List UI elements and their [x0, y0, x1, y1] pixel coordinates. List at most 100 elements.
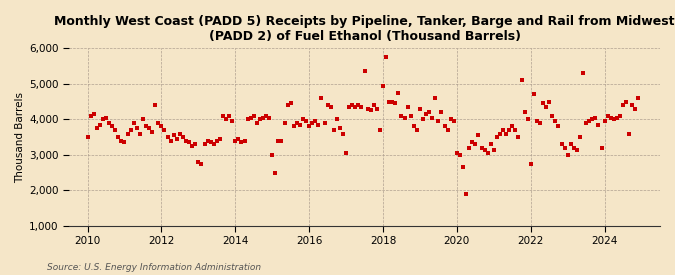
Point: [223, 114, 234, 118]
Point: [362, 106, 373, 111]
Point: [485, 142, 496, 146]
Point: [501, 131, 512, 136]
Point: [375, 128, 385, 132]
Point: [602, 114, 613, 118]
Point: [209, 142, 219, 146]
Point: [316, 96, 327, 100]
Point: [190, 142, 200, 146]
Point: [328, 128, 339, 132]
Point: [359, 69, 370, 74]
Point: [430, 96, 441, 100]
Point: [593, 122, 604, 127]
Point: [140, 124, 151, 129]
Point: [205, 140, 216, 145]
Point: [98, 117, 109, 122]
Point: [119, 140, 130, 145]
Point: [491, 135, 502, 139]
Point: [156, 124, 167, 129]
Point: [313, 122, 324, 127]
Point: [242, 117, 253, 122]
Point: [273, 138, 284, 143]
Point: [529, 92, 539, 97]
Point: [110, 128, 121, 132]
Point: [128, 121, 139, 125]
Point: [159, 128, 170, 132]
Point: [578, 71, 589, 75]
Y-axis label: Thousand Barrels: Thousand Barrels: [15, 92, 25, 183]
Point: [427, 115, 437, 120]
Point: [562, 153, 573, 157]
Point: [421, 112, 431, 116]
Point: [467, 140, 478, 145]
Point: [516, 78, 527, 82]
Point: [550, 119, 561, 123]
Point: [433, 119, 443, 123]
Point: [215, 137, 225, 141]
Point: [442, 128, 453, 132]
Point: [556, 142, 567, 146]
Point: [282, 103, 293, 107]
Point: [627, 103, 638, 107]
Point: [381, 55, 392, 59]
Point: [408, 124, 419, 129]
Point: [396, 114, 407, 118]
Point: [251, 121, 262, 125]
Point: [288, 124, 299, 129]
Point: [325, 105, 336, 109]
Point: [279, 121, 290, 125]
Point: [377, 83, 388, 88]
Point: [356, 105, 367, 109]
Point: [267, 153, 277, 157]
Point: [193, 160, 204, 164]
Point: [211, 138, 222, 143]
Point: [304, 124, 315, 129]
Point: [399, 115, 410, 120]
Point: [134, 131, 145, 136]
Point: [479, 147, 490, 152]
Point: [178, 135, 188, 139]
Point: [371, 106, 382, 111]
Point: [153, 121, 164, 125]
Point: [276, 138, 287, 143]
Point: [473, 133, 484, 138]
Point: [630, 106, 641, 111]
Point: [412, 128, 423, 132]
Point: [621, 99, 632, 104]
Point: [341, 151, 352, 155]
Point: [132, 126, 142, 130]
Point: [248, 114, 259, 118]
Point: [547, 114, 558, 118]
Title: Monthly West Coast (PADD 5) Receipts by Pipeline, Tanker, Barge and Rail from Mi: Monthly West Coast (PADD 5) Receipts by …: [54, 15, 675, 43]
Point: [464, 145, 475, 150]
Point: [138, 117, 148, 122]
Point: [365, 108, 376, 113]
Point: [82, 135, 93, 139]
Point: [85, 114, 96, 118]
Point: [559, 145, 570, 150]
Point: [150, 103, 161, 107]
Point: [258, 115, 269, 120]
Point: [236, 140, 247, 145]
Point: [88, 112, 99, 116]
Point: [624, 131, 634, 136]
Point: [436, 110, 447, 114]
Point: [319, 121, 330, 125]
Point: [113, 135, 124, 139]
Point: [230, 138, 241, 143]
Point: [454, 153, 465, 157]
Point: [261, 114, 271, 118]
Point: [605, 115, 616, 120]
Point: [187, 144, 198, 148]
Point: [596, 145, 607, 150]
Point: [344, 105, 354, 109]
Point: [482, 151, 493, 155]
Point: [452, 151, 462, 155]
Point: [461, 192, 472, 196]
Point: [254, 117, 265, 122]
Point: [390, 101, 401, 106]
Point: [338, 131, 348, 136]
Point: [612, 115, 622, 120]
Point: [448, 119, 459, 123]
Point: [405, 114, 416, 118]
Point: [418, 117, 429, 122]
